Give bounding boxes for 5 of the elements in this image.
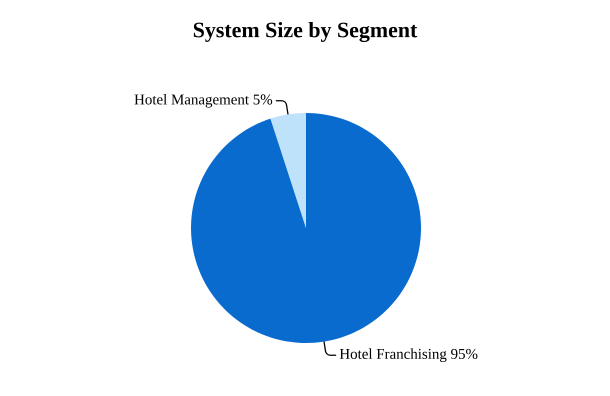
- data-label: 5%: [254, 94, 272, 105]
- data-label: 95%: [451, 348, 478, 359]
- chart-title: System Size by Segment: [194, 22, 418, 42]
- slice-label: Hotel Management: [134, 94, 249, 108]
- slice-label: Hotel Franchising: [340, 348, 447, 362]
